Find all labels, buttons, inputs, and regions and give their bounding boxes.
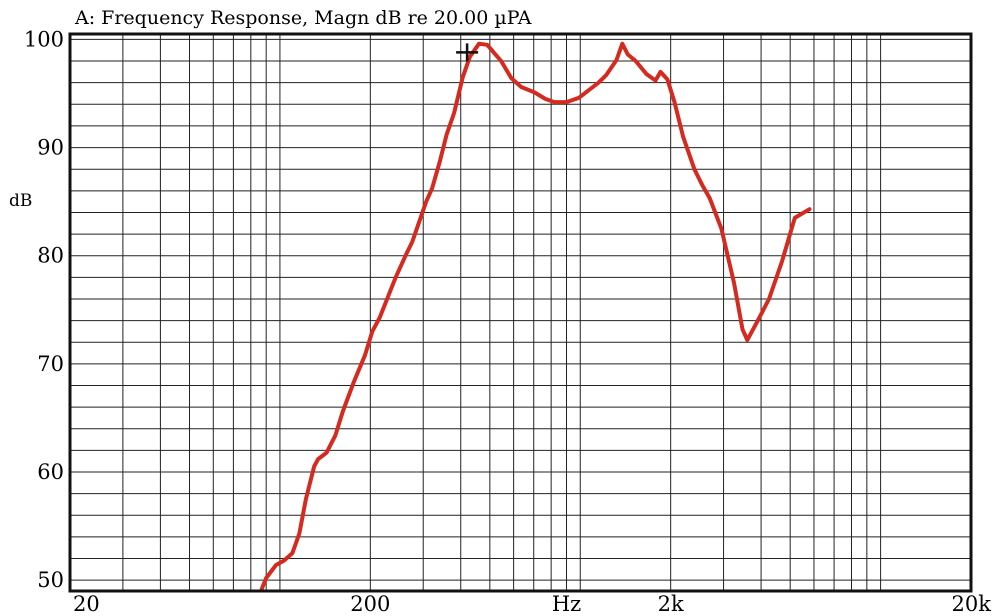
y-tick-label: 70 (37, 352, 64, 376)
cursor-marker (456, 43, 479, 62)
y-tick-label: 90 (37, 136, 64, 160)
y-tick-label: 60 (37, 460, 64, 484)
y-tick-label: 80 (37, 244, 64, 268)
x-tick-label: 200 (350, 592, 390, 616)
series-line (259, 41, 812, 591)
x-tick-label: 2k (658, 592, 684, 616)
x-tick-label: 20 (73, 592, 100, 616)
x-tick-labels: 20 200 2k 20k (73, 592, 991, 616)
x-tick-label: 20k (952, 592, 992, 616)
grid (70, 34, 971, 591)
y-axis-label: dB (9, 191, 32, 211)
y-tick-labels: 100 90 80 70 60 50 (24, 27, 64, 592)
y-tick-label: 50 (37, 568, 64, 592)
plot-frame (68, 32, 973, 593)
x-axis-label: Hz (552, 592, 581, 616)
y-tick-label: 100 (24, 27, 64, 51)
chart-title: A: Frequency Response, Magn dB re 20.00 … (74, 7, 532, 29)
